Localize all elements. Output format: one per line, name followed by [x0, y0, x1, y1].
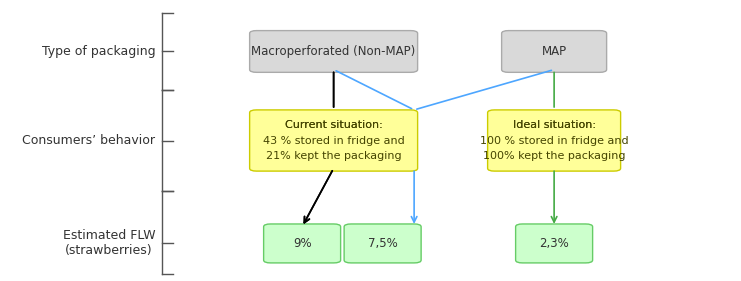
Text: 9%: 9% — [293, 237, 311, 250]
FancyBboxPatch shape — [250, 31, 418, 72]
FancyBboxPatch shape — [250, 110, 418, 171]
FancyBboxPatch shape — [264, 224, 341, 263]
FancyBboxPatch shape — [502, 31, 607, 72]
Text: 100 % stored in fridge and: 100 % stored in fridge and — [480, 135, 628, 146]
Text: Ideal situation:: Ideal situation: — [513, 120, 596, 130]
Text: 100% kept the packaging: 100% kept the packaging — [483, 151, 625, 161]
FancyBboxPatch shape — [488, 110, 621, 171]
Text: 43 % stored in fridge and: 43 % stored in fridge and — [263, 135, 405, 146]
FancyBboxPatch shape — [344, 224, 421, 263]
Text: Type of packaging: Type of packaging — [41, 45, 155, 58]
Text: Macroperforated (Non-MAP): Macroperforated (Non-MAP) — [251, 45, 416, 58]
Text: Consumers’ behavior: Consumers’ behavior — [22, 134, 155, 147]
Text: Current situation:: Current situation: — [285, 120, 382, 130]
Text: 2,3%: 2,3% — [539, 237, 569, 250]
Text: 7,5%: 7,5% — [368, 237, 397, 250]
Text: 21% kept the packaging: 21% kept the packaging — [266, 151, 402, 161]
Text: Ideal situation:: Ideal situation: — [513, 120, 596, 130]
Text: Current situation:: Current situation: — [285, 120, 382, 130]
Text: MAP: MAP — [542, 45, 567, 58]
Text: Estimated FLW
(strawberries): Estimated FLW (strawberries) — [62, 230, 155, 257]
FancyBboxPatch shape — [516, 224, 593, 263]
